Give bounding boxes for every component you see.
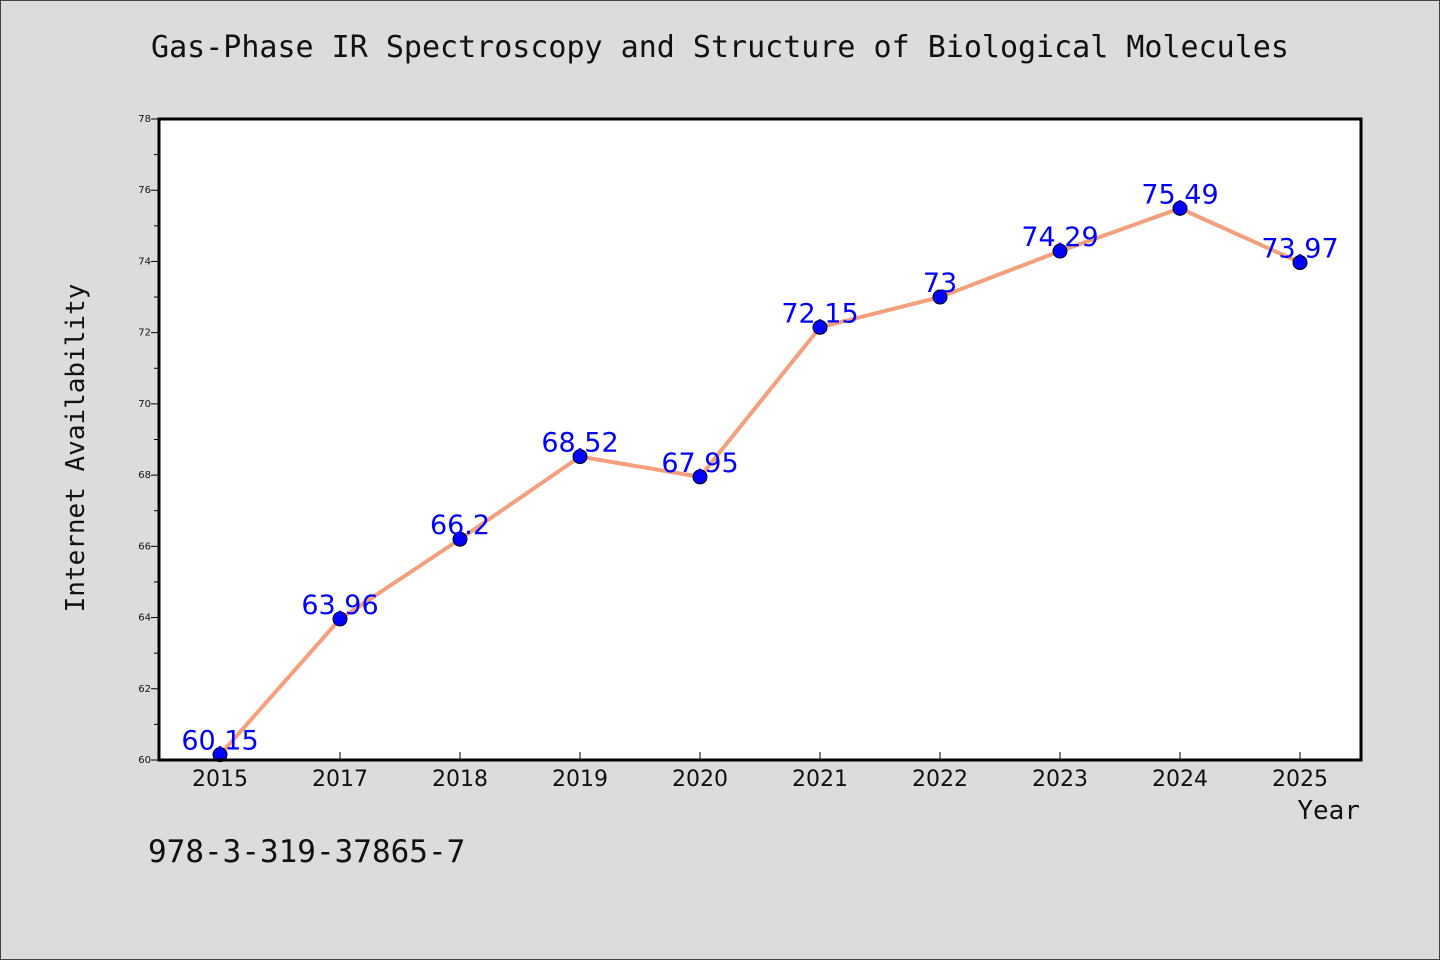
data-label: 73 (923, 268, 957, 299)
chart-title: Gas-Phase IR Spectroscopy and Structure … (151, 30, 1289, 65)
y-tick-label: 60 (138, 755, 151, 766)
series-markers (212, 200, 1308, 763)
data-point (932, 289, 948, 305)
series-line (218, 206, 1302, 757)
x-axis-label: Year (1297, 796, 1360, 826)
data-label: 73.97 (1261, 234, 1338, 265)
data-label: 63.96 (301, 590, 378, 621)
data-point (572, 449, 588, 465)
x-tick-label: 2017 (312, 767, 368, 792)
data-label: 66.2 (430, 510, 490, 541)
data-label: 75.49 (1141, 179, 1218, 210)
y-tick-label: 70 (138, 399, 151, 410)
data-point (1172, 200, 1188, 216)
y-axis-ticks: 60 62 64 66 68 70 72 74 76 78 (138, 114, 159, 766)
x-axis-ticks: 2015 2017 2018 2019 2020 2021 2022 2023 2024 2025 (192, 752, 1328, 792)
y-tick-label: 76 (138, 185, 151, 196)
x-tick-label: 2022 (912, 767, 968, 792)
x-tick-label: 2023 (1032, 767, 1088, 792)
data-labels: 60.15 63.96 66.2 68.52 67.95 72.15 73 74.29 75.4… (181, 179, 1338, 756)
y-tick-label: 64 (138, 613, 151, 624)
y-tick-label: 62 (138, 684, 151, 695)
x-tick-label: 2021 (792, 767, 848, 792)
x-tick-label: 2015 (192, 767, 248, 792)
y-tick-label: 66 (138, 541, 151, 552)
data-label: 74.29 (1021, 222, 1098, 253)
data-point (212, 747, 228, 763)
data-label: 67.95 (661, 448, 738, 479)
x-tick-label: 2020 (672, 767, 728, 792)
x-tick-label: 2025 (1272, 767, 1328, 792)
data-point (332, 611, 348, 627)
data-label: 72.15 (781, 298, 858, 329)
data-point (1052, 243, 1068, 259)
y-tick-label: 74 (138, 256, 151, 267)
x-tick-label: 2018 (432, 767, 488, 792)
plot-area (159, 119, 1361, 760)
data-label: 60.15 (181, 726, 258, 757)
data-point (452, 531, 468, 547)
x-tick-label: 2024 (1152, 767, 1208, 792)
data-label: 68.52 (541, 428, 618, 459)
y-tick-label: 68 (138, 470, 151, 481)
plot-frame (157, 117, 1363, 762)
y-tick-label: 72 (138, 328, 151, 339)
y-tick-label: 78 (138, 114, 151, 125)
x-tick-label: 2019 (552, 767, 608, 792)
data-point (812, 319, 828, 335)
data-point (1292, 255, 1308, 271)
data-point (692, 469, 708, 485)
footer-text: 978-3-319-37865-7 (148, 834, 466, 870)
